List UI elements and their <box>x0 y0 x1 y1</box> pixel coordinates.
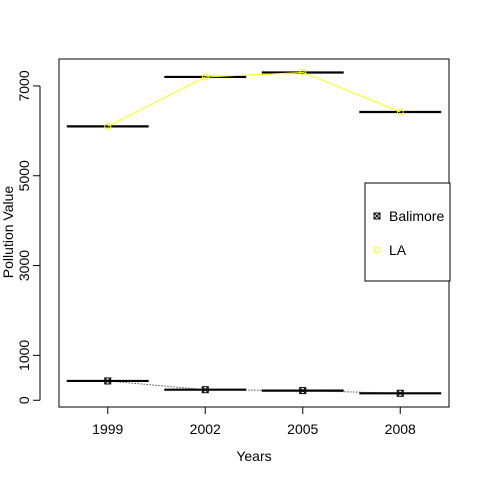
x-axis-label: Years <box>236 448 271 464</box>
data-point <box>201 386 209 394</box>
x-tick-label: 1999 <box>92 421 123 437</box>
legend-item-balimore: Balimore <box>373 208 444 224</box>
data-point <box>396 389 404 397</box>
y-tick-label: 1000 <box>16 340 32 371</box>
series-balimore <box>66 377 442 397</box>
data-point <box>201 73 209 81</box>
legend-marker <box>373 246 381 254</box>
x-tick-label: 2005 <box>287 421 318 437</box>
data-point <box>299 387 307 395</box>
legend-marker <box>373 212 381 220</box>
y-tick-label: 3000 <box>16 250 32 281</box>
series-layer <box>66 68 442 397</box>
point-square <box>104 377 112 385</box>
x-tick-label: 2008 <box>385 421 416 437</box>
point-square <box>201 386 209 394</box>
y-axis: 0 1000 3000 5000 7000 <box>16 70 41 404</box>
legend-label: Balimore <box>389 208 444 224</box>
series-line <box>107 71 401 127</box>
y-tick-label: 5000 <box>16 160 32 191</box>
point-square <box>396 389 404 397</box>
legend: Balimore LA <box>364 182 451 282</box>
x-axis: 1999 2002 2005 2008 <box>92 406 416 437</box>
point-cross <box>104 377 112 385</box>
y-tick-label: 7000 <box>16 70 32 101</box>
data-point <box>299 68 307 76</box>
y-tick-label: 0 <box>16 396 32 404</box>
point-cross <box>299 387 307 394</box>
data-point <box>104 122 112 130</box>
legend-box <box>364 182 451 282</box>
y-axis-label: Pollution Value <box>0 186 16 279</box>
x-tick-label: 2002 <box>190 421 221 437</box>
series-line <box>107 380 401 394</box>
point-square <box>299 387 307 395</box>
legend-label: LA <box>389 242 407 258</box>
legend-marker-cross <box>373 212 381 220</box>
legend-items: Balimore LA <box>373 208 444 258</box>
legend-item-la: LA <box>373 242 407 258</box>
data-point <box>396 108 404 116</box>
point-cross <box>201 386 209 394</box>
data-point <box>104 377 112 385</box>
series-la <box>66 68 442 130</box>
point-cross <box>396 389 404 397</box>
